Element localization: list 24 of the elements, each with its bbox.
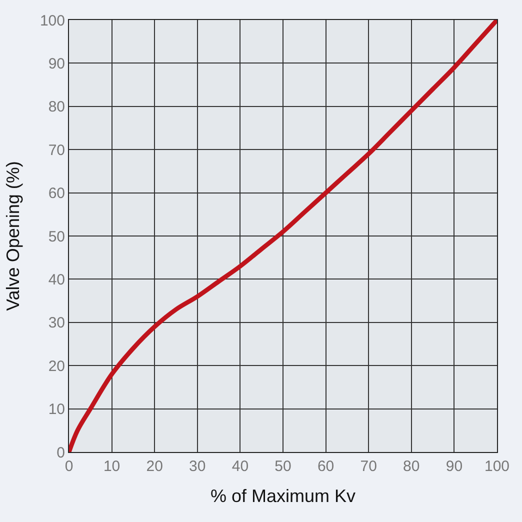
x-tick-label: 70 [360, 458, 377, 475]
y-tick-label: 100 [40, 12, 65, 30]
x-tick-label: 40 [232, 458, 249, 475]
y-tick-label: 80 [48, 98, 65, 116]
x-axis-title: % of Maximum Kv [210, 486, 356, 506]
x-tick-label: 60 [317, 458, 334, 475]
y-tick-label: 10 [48, 401, 65, 418]
y-tick-label: 40 [48, 271, 65, 288]
x-tick-label: 80 [403, 458, 420, 475]
y-tick-label: 60 [48, 185, 65, 202]
x-tick-label: 20 [146, 458, 163, 475]
y-tick-label: 0 [56, 444, 65, 462]
x-tick-label: 30 [189, 458, 206, 475]
y-tick-label: 70 [48, 142, 65, 159]
x-tick-label: 90 [446, 458, 463, 475]
x-tick-label: 10 [103, 458, 120, 475]
line-series [69, 20, 497, 452]
y-tick-label: 20 [48, 358, 65, 375]
y-tick-label: 30 [48, 314, 65, 332]
x-tick-label: 100 [484, 458, 510, 475]
y-tick-label: 90 [48, 55, 65, 72]
y-axis-title: Valve Opening (%) [3, 161, 24, 311]
x-tick-label: 50 [274, 458, 292, 475]
y-tick-label: 50 [48, 228, 65, 246]
